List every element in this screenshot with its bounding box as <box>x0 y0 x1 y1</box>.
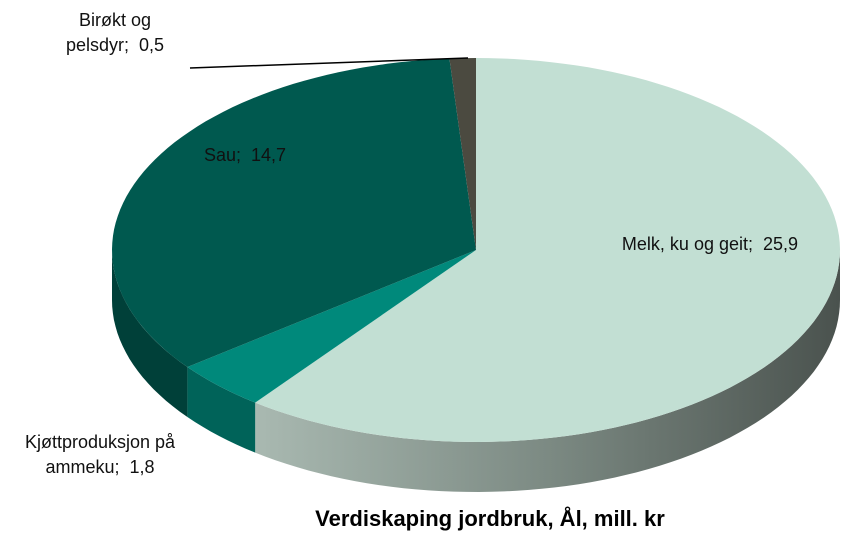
slice-side <box>255 250 840 492</box>
value-label: 25,9 <box>763 234 799 254</box>
label-separator: ; <box>747 234 753 254</box>
category-label: Melk, ku og geit <box>621 234 748 254</box>
category-label: Sau <box>203 145 236 165</box>
slice <box>187 250 476 403</box>
value-label: 14,7 <box>251 145 287 165</box>
value-label: 0,5 <box>139 35 165 55</box>
label-separator: ; <box>114 457 120 477</box>
slice <box>255 58 840 442</box>
leader-line <box>189 57 469 69</box>
data-label: Kjøttproduksjon på ammeku; 1,8 <box>0 430 200 480</box>
value-label: 1,8 <box>129 457 155 477</box>
slice-side <box>187 367 256 453</box>
label-separator: ; <box>123 35 129 55</box>
category-label: Kjøttproduksjon på ammeku <box>24 432 176 477</box>
data-label: Melk, ku og geit; 25,9 <box>620 232 800 257</box>
data-label: Sau; 14,7 <box>175 143 315 168</box>
label-separator: ; <box>235 145 241 165</box>
category-label: Birøkt og pelsdyr <box>65 10 152 55</box>
slice-side <box>112 250 188 417</box>
data-label: Birøkt og pelsdyr; 0,5 <box>45 8 185 58</box>
slice <box>449 58 476 250</box>
chart-title: Verdiskaping jordbruk, Ål, mill. kr <box>315 506 665 531</box>
slice <box>112 58 476 367</box>
